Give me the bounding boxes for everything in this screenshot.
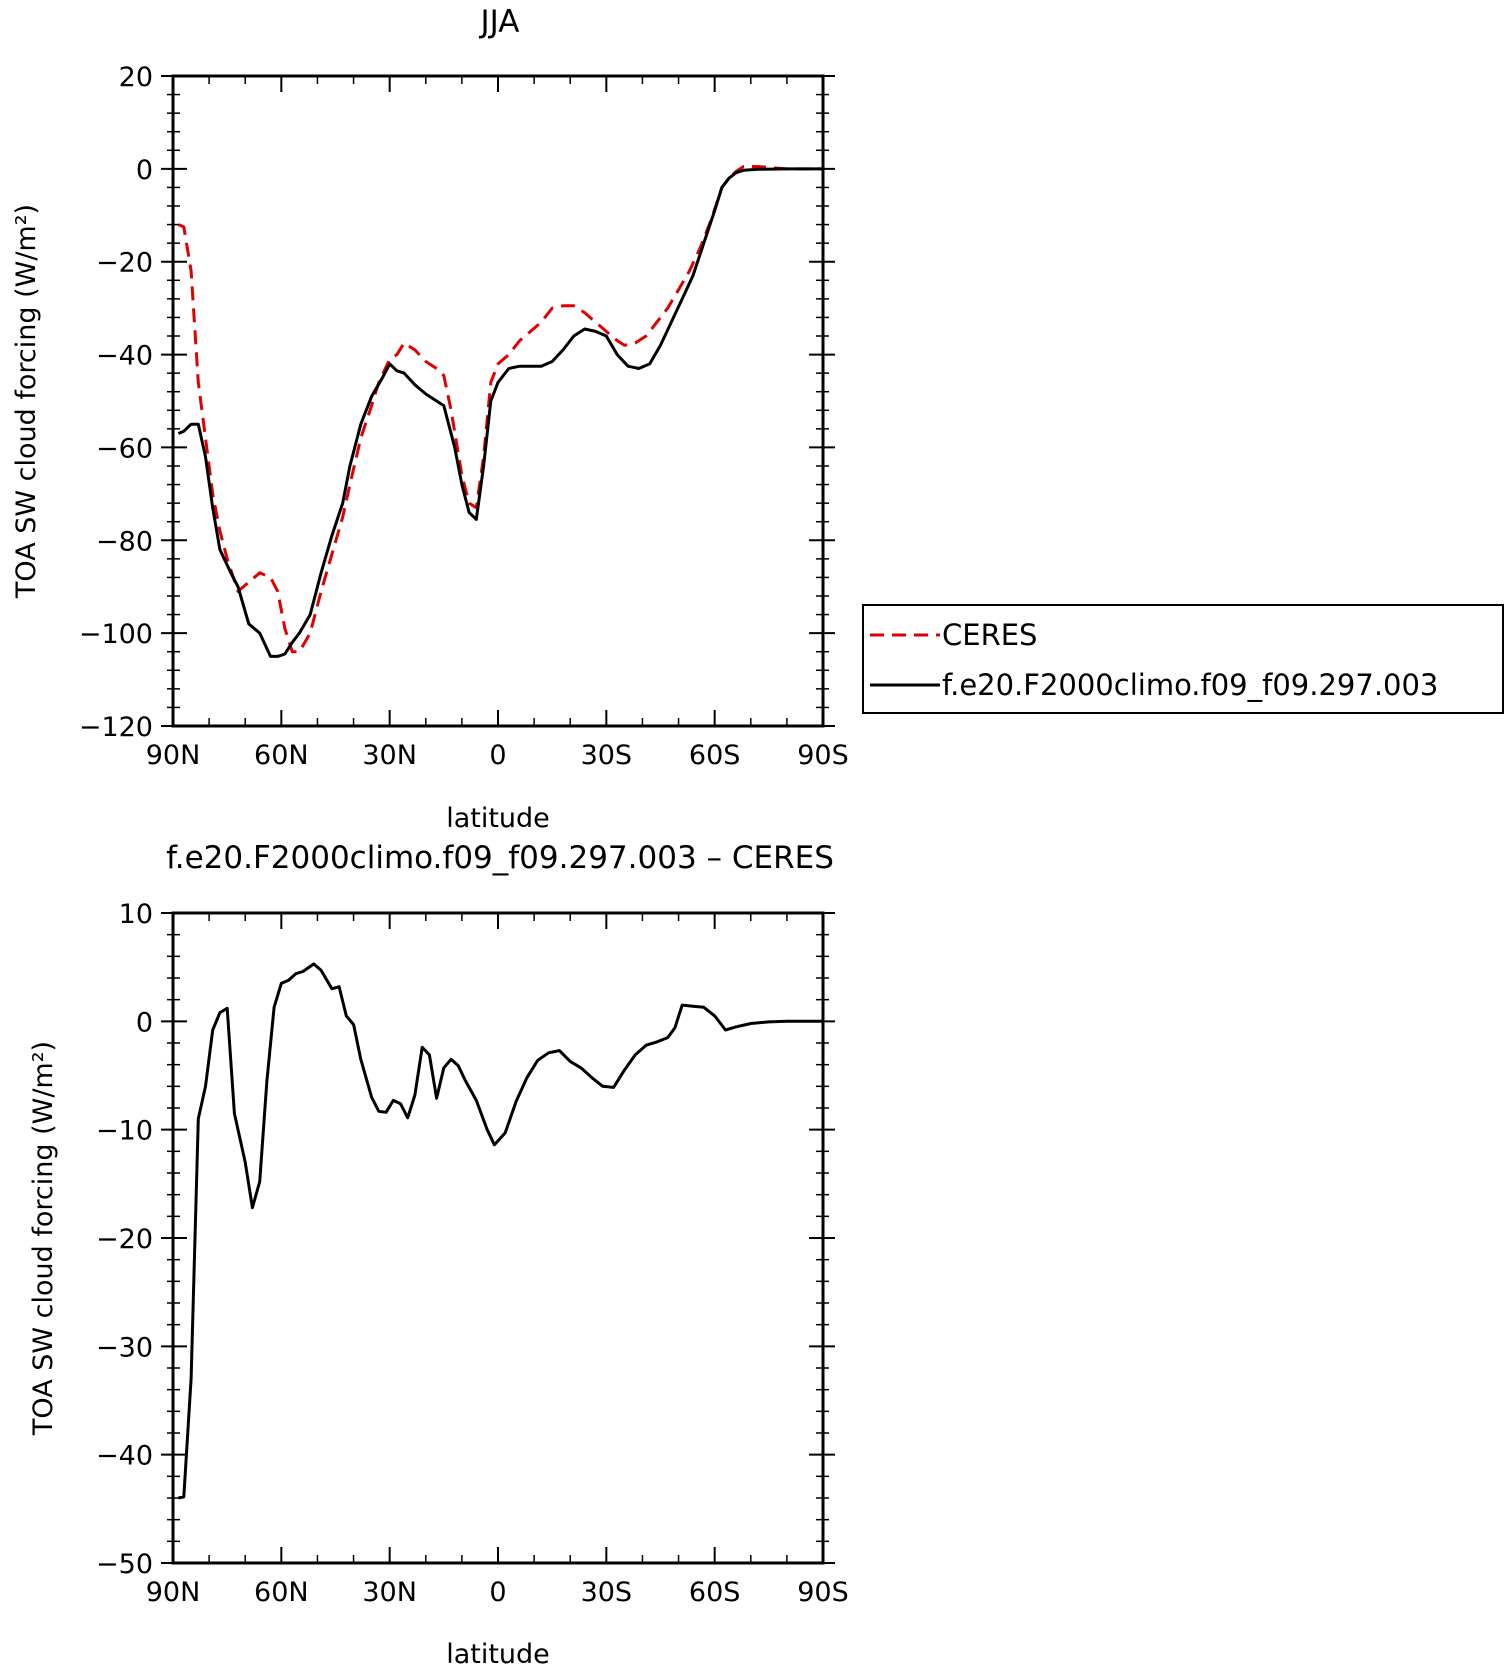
top-y-tick-label: −20 (96, 248, 153, 279)
bottom-y-axis-label: TOA SW cloud forcing (W/m²) (28, 1041, 59, 1436)
bottom-y-tick-label: −50 (96, 1549, 153, 1580)
bottom-x-tick-label: 90N (146, 1577, 201, 1608)
legend-label-ceres: CERES (942, 618, 1037, 652)
top-x-axis-label: latitude (446, 803, 550, 834)
top-y-tick-label: −100 (79, 619, 153, 650)
top-y-tick-label: −60 (96, 433, 153, 464)
bottom-x-tick-label: 60S (689, 1577, 741, 1608)
top-x-tick-label: 90N (146, 740, 201, 771)
bottom-y-tick-label: 10 (119, 899, 153, 930)
top-chart-title: JJA (479, 4, 520, 40)
top-x-tick-label: 30N (362, 740, 417, 771)
top-y-axis-label: TOA SW cloud forcing (W/m²) (11, 204, 42, 599)
bottom-series-line-0 (178, 962, 823, 1500)
top-series-line-0 (177, 165, 823, 654)
bottom-y-tick-label: −20 (96, 1224, 153, 1255)
bottom-panel: f.e20.F2000climo.f09_f09.297.003 – CERES… (28, 840, 849, 1670)
legend: CERES f.e20.F2000climo.f09_f09.297.003 (862, 604, 1504, 714)
top-x-tick-label: 90S (797, 740, 849, 771)
bottom-y-tick-label: −10 (96, 1116, 153, 1147)
top-x-tick-label: 60S (689, 740, 741, 771)
bottom-x-tick-label: 60N (254, 1577, 309, 1608)
bottom-chart-title: f.e20.F2000climo.f09_f09.297.003 – CERES (166, 840, 834, 876)
bottom-x-tick-label: 90S (797, 1577, 849, 1608)
bottom-x-tick-label: 30S (581, 1577, 633, 1608)
bottom-x-tick-label: 0 (489, 1577, 506, 1608)
bottom-y-tick-label: −30 (96, 1332, 153, 1363)
bottom-plot-area: 90N 60N 30N 0 30S 60S 90S 10 0 −10 −20 −30 −40 −50 (96, 899, 849, 1608)
top-x-tick-label: 60N (254, 740, 309, 771)
top-y-tick-label: −80 (96, 526, 153, 557)
bottom-y-tick-label: 0 (136, 1007, 153, 1038)
bottom-plot-frame (171, 911, 825, 1565)
top-series-line-1 (177, 167, 823, 658)
top-x-tick-label: 0 (489, 740, 506, 771)
legend-label-model: f.e20.F2000climo.f09_f09.297.003 (942, 668, 1438, 702)
bottom-x-axis-label: latitude (446, 1639, 550, 1670)
top-y-tick-label: −40 (96, 341, 153, 372)
bottom-y-tick-label: −40 (96, 1441, 153, 1472)
top-plot-area: 90N 60N 30N 0 30S 60S 90S 20 0 −20 −40 −60 −80 −100 −1… (79, 62, 849, 771)
top-y-tick-label: 0 (136, 155, 153, 186)
top-y-tick-label: 20 (119, 62, 153, 93)
top-x-tick-label: 30S (581, 740, 633, 771)
top-panel: JJA 90N 60N 30N 0 30S 60S 90S 20 0 −20 −40 −60 −80 −1… (11, 4, 1504, 834)
legend-box (862, 604, 1504, 714)
bottom-x-tick-label: 30N (362, 1577, 417, 1608)
top-y-tick-label: −120 (79, 712, 153, 743)
top-plot-frame (171, 74, 825, 728)
